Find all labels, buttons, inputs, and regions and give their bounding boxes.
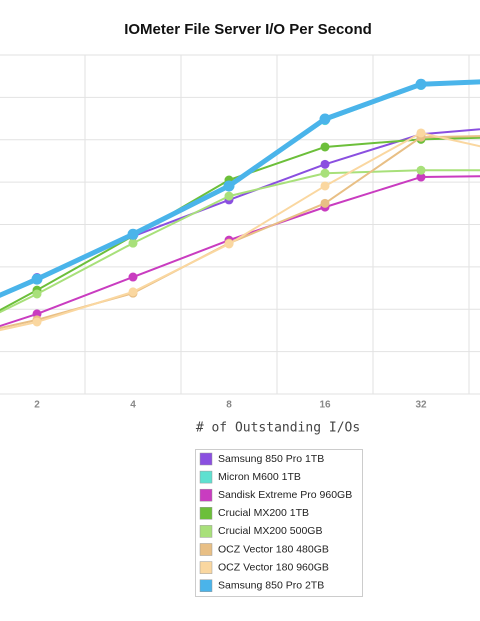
data-point — [320, 159, 330, 169]
data-point — [224, 239, 234, 249]
legend-label: Micron M600 1TB — [218, 471, 301, 483]
legend-box — [195, 449, 363, 597]
legend-swatch — [199, 579, 213, 592]
legend-swatch — [199, 452, 213, 466]
data-point — [128, 238, 138, 248]
x-tick-label: 8 — [226, 400, 232, 411]
legend-swatch — [199, 561, 213, 574]
x-axis-label: # of Outstanding I/Os — [196, 421, 360, 436]
legend-swatch — [199, 488, 213, 502]
legend-label: Samsung 850 Pro 1TB — [218, 453, 324, 465]
legend-swatch — [199, 525, 213, 538]
data-point — [320, 181, 330, 191]
data-point — [127, 228, 139, 240]
x-tick-label: 16 — [319, 400, 331, 411]
x-tick-label: 32 — [415, 400, 427, 411]
legend-swatch — [199, 543, 213, 556]
data-point — [32, 289, 42, 299]
data-point — [31, 273, 43, 285]
data-point — [128, 287, 138, 297]
x-tick-label: 2 — [34, 400, 40, 411]
data-point — [320, 198, 330, 208]
data-point — [320, 168, 330, 178]
data-point — [224, 191, 234, 201]
data-point — [128, 272, 138, 282]
chart-title: IOMeter File Server I/O Per Second — [124, 21, 372, 38]
data-point — [320, 142, 330, 152]
legend-label: Sandisk Extreme Pro 960GB — [218, 489, 352, 501]
x-tick-label: 4 — [130, 400, 136, 411]
data-point — [416, 128, 426, 138]
data-point — [32, 317, 42, 327]
legend-swatch — [199, 470, 213, 484]
legend-label: Samsung 850 Pro 2TB — [218, 579, 324, 591]
data-point — [223, 180, 235, 192]
series-line — [0, 79, 480, 298]
data-point — [319, 113, 331, 125]
legend-label: OCZ Vector 180 480GB — [218, 543, 329, 555]
data-point — [415, 78, 427, 90]
legend-label: OCZ Vector 180 960GB — [218, 561, 329, 573]
legend-swatch — [199, 507, 213, 520]
series-line — [0, 131, 480, 332]
legend-label: Crucial MX200 500GB — [218, 525, 322, 537]
legend-label: Crucial MX200 1TB — [218, 507, 309, 519]
series-line — [0, 81, 480, 298]
data-point — [416, 172, 426, 182]
data-point — [416, 165, 426, 175]
